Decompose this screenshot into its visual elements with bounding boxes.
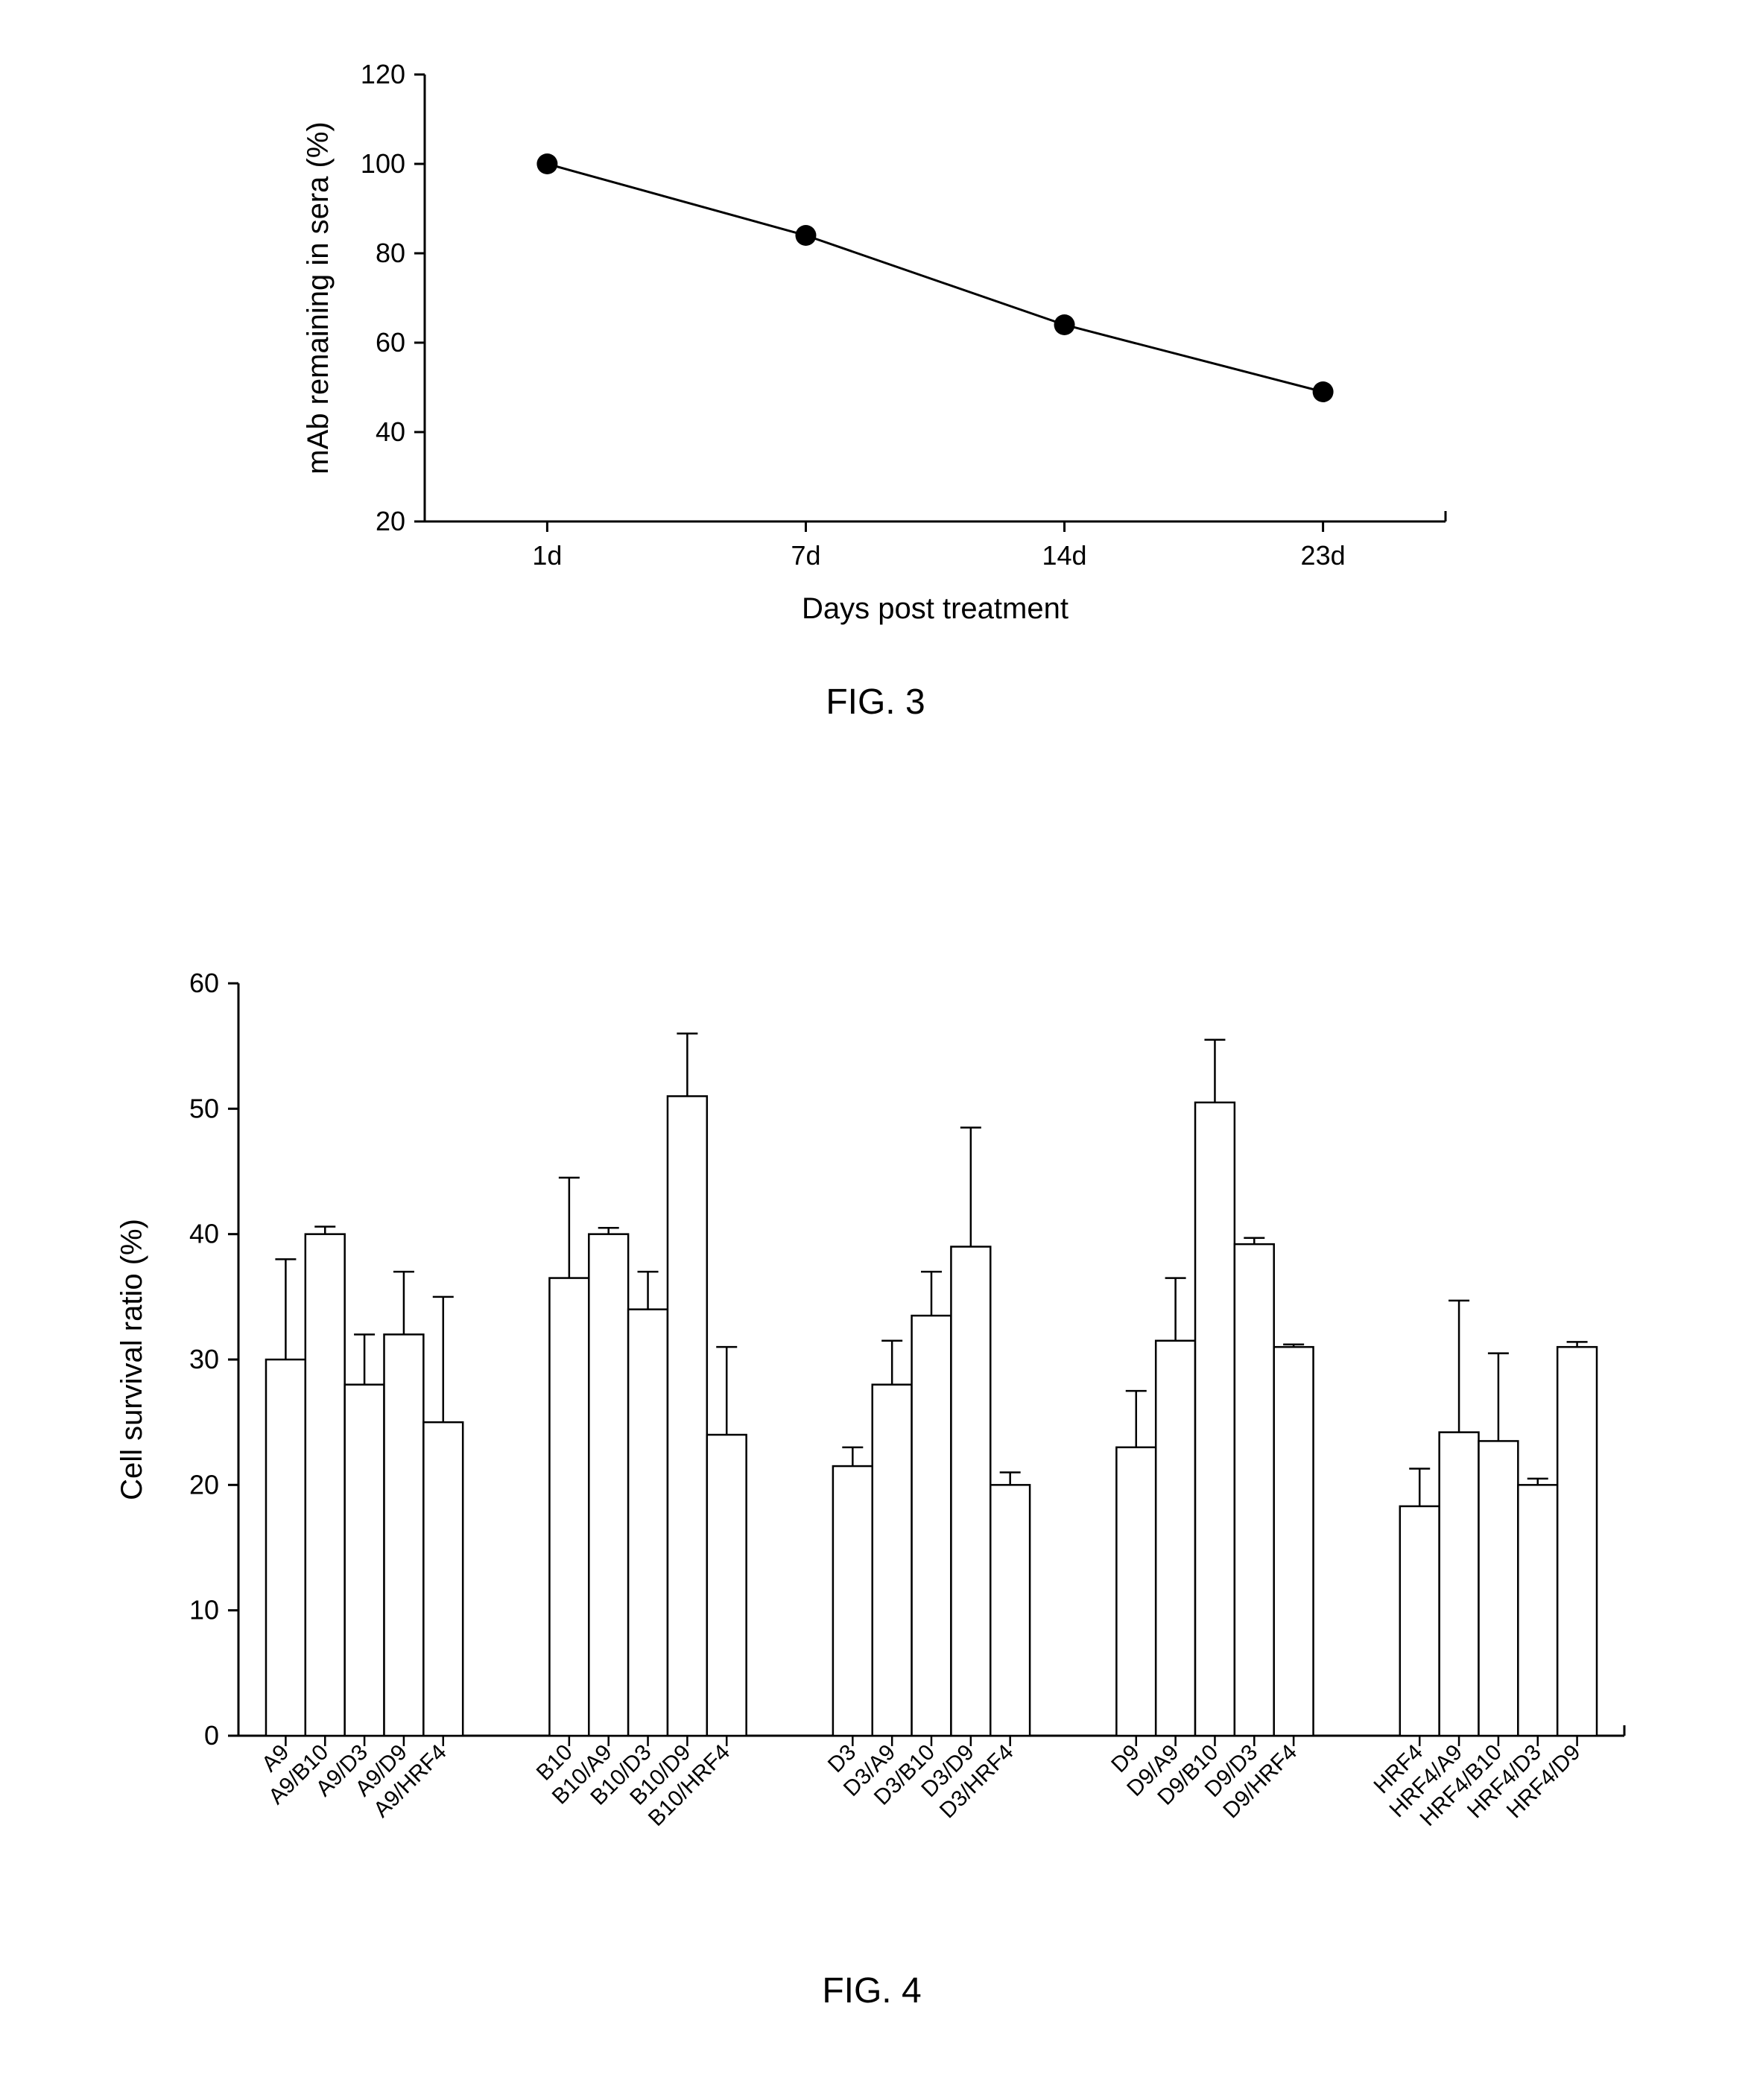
svg-text:10: 10 — [189, 1595, 219, 1625]
svg-text:40: 40 — [189, 1219, 219, 1249]
svg-text:80: 80 — [376, 238, 405, 268]
svg-text:14d: 14d — [1042, 540, 1086, 571]
svg-text:Days post treatment: Days post treatment — [802, 592, 1068, 625]
fig4-chart: 0102030405060A9A9/B10A9/D3A9/D9A9/HRF4B1… — [89, 954, 1654, 1959]
svg-text:7d: 7d — [791, 540, 820, 571]
svg-text:Cell survival ratio (%): Cell survival ratio (%) — [115, 1219, 148, 1500]
svg-text:0: 0 — [204, 1720, 219, 1751]
fig3-chart: 20 40 60 80 100 120 1d 7d 14d 23d mAb remaining in… — [261, 45, 1490, 656]
page: 204060801001201d7d14d23dmAb remaining in… — [0, 0, 1754, 2100]
fig4-container: 0102030405060A9A9/B10A9/D3A9/D9A9/HRF4B1… — [89, 954, 1654, 2011]
svg-text:30: 30 — [189, 1344, 219, 1374]
svg-text:1d: 1d — [532, 540, 562, 571]
svg-text:60: 60 — [189, 968, 219, 998]
svg-text:60: 60 — [376, 327, 405, 358]
svg-text:20: 20 — [189, 1469, 219, 1500]
fig4-caption: FIG. 4 — [89, 1970, 1654, 2011]
svg-text:mAb remaining in sera (%): mAb remaining in sera (%) — [302, 121, 335, 475]
svg-text:100: 100 — [361, 148, 405, 179]
svg-text:23d: 23d — [1301, 540, 1346, 571]
svg-text:50: 50 — [189, 1093, 219, 1123]
svg-text:20: 20 — [376, 506, 405, 536]
svg-text:120: 120 — [361, 59, 405, 89]
svg-text:40: 40 — [376, 416, 405, 447]
fig3-caption: FIG. 3 — [261, 682, 1490, 723]
fig3-container: 20 40 60 80 100 120 1d 7d 14d 23d mAb remaining in… — [261, 45, 1490, 723]
